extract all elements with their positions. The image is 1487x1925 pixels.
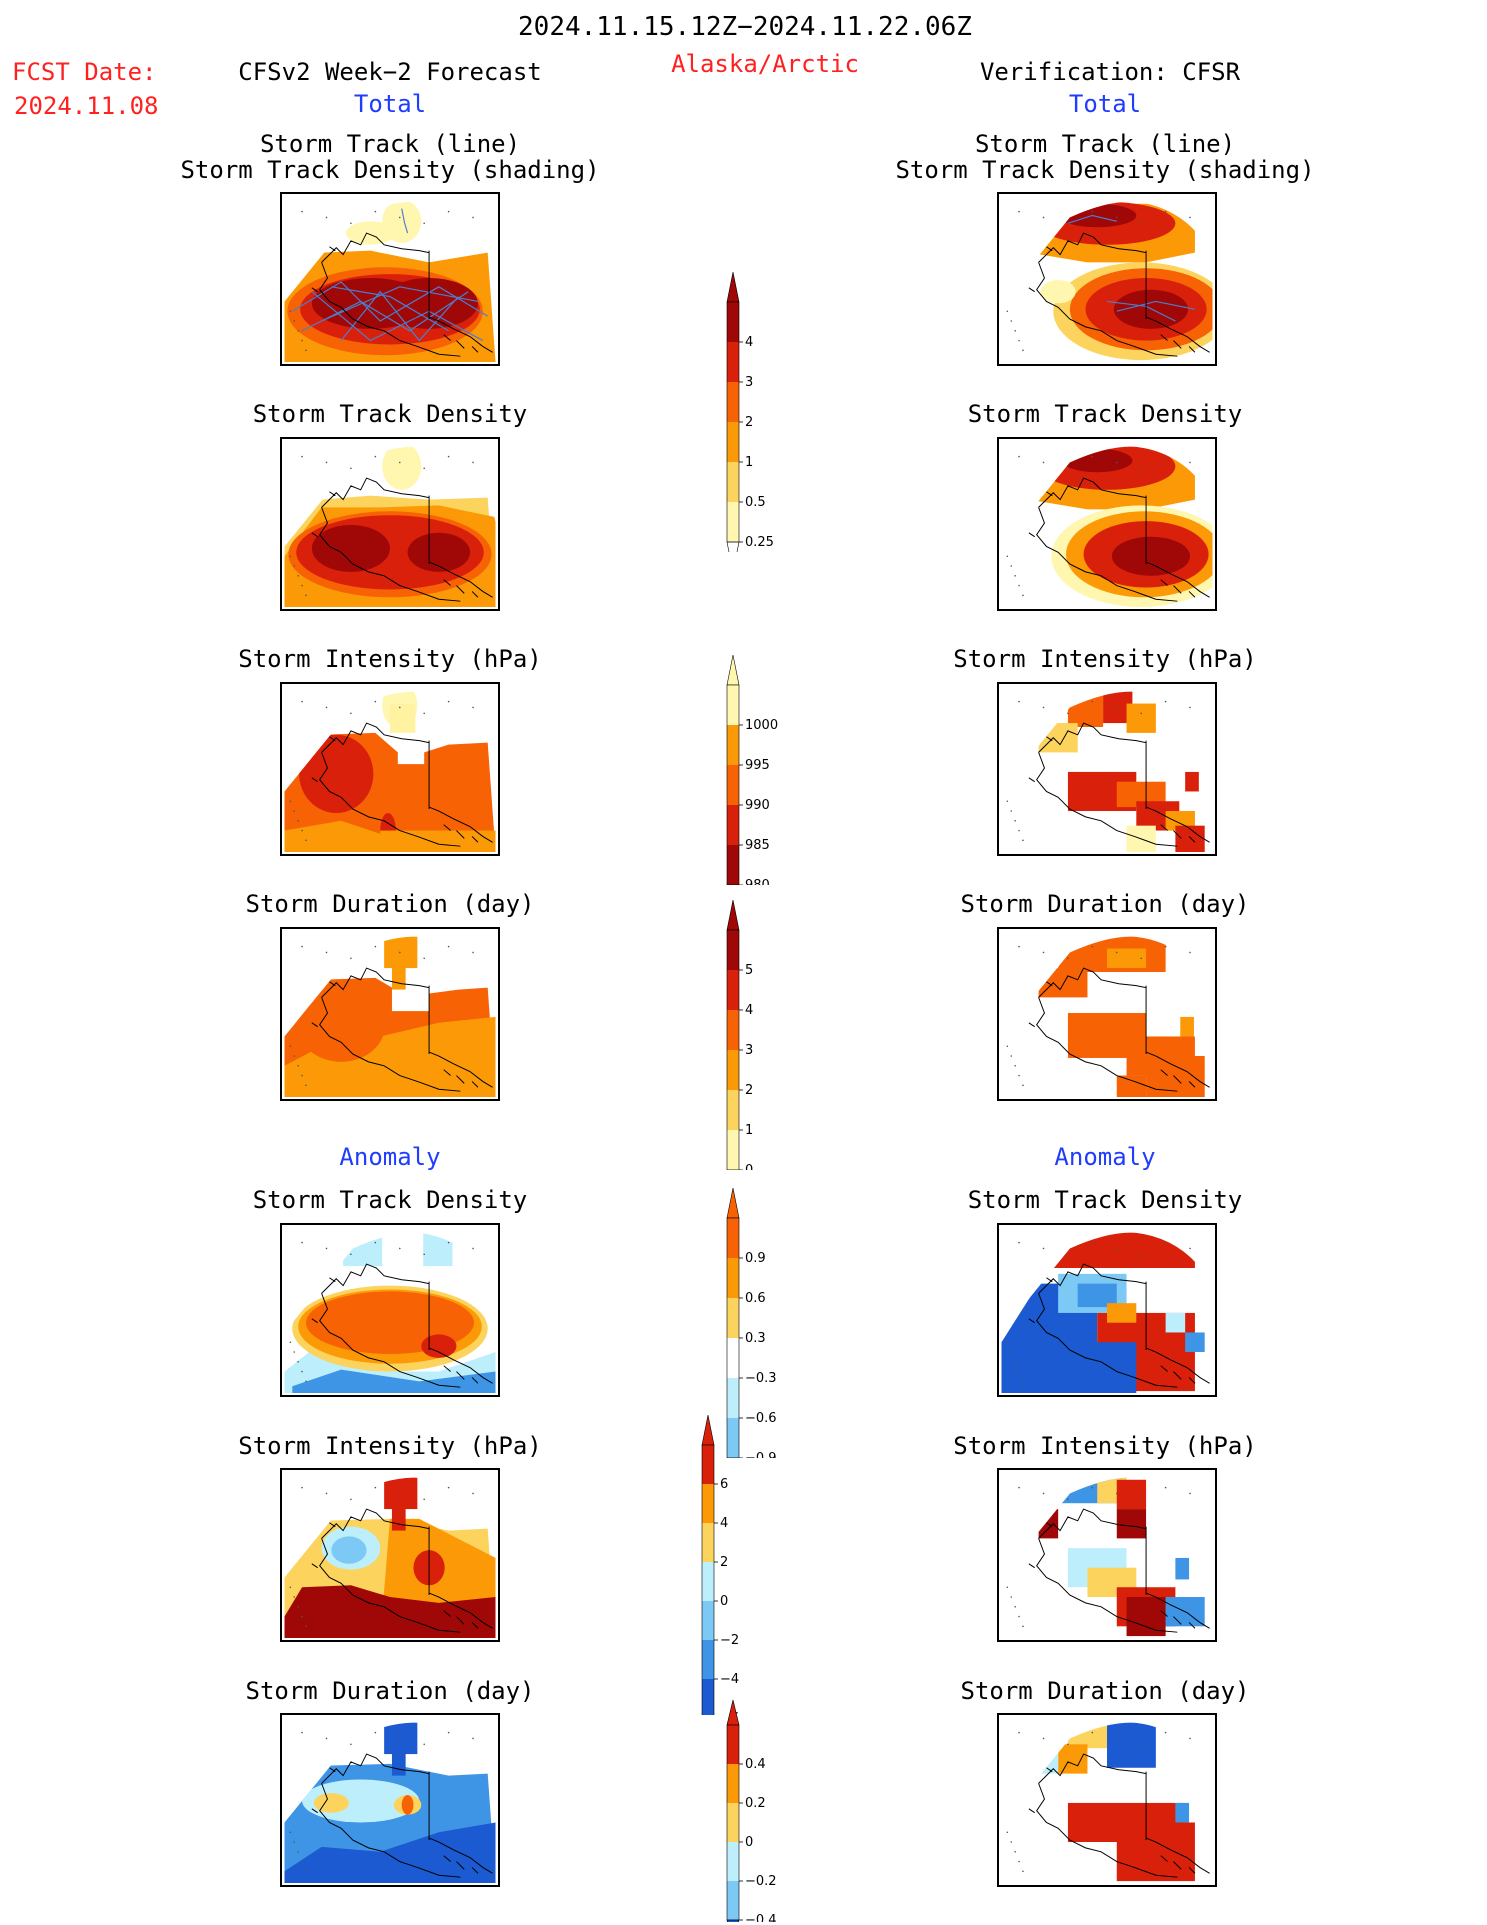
title-track-line-right: Storm Track (line) bbox=[974, 130, 1236, 158]
map-duration-total-forecast bbox=[280, 927, 500, 1101]
map-duration-anomaly-forecast bbox=[280, 1713, 500, 1887]
title-anom-intensity-left: Storm Intensity (hPa) bbox=[238, 1432, 542, 1460]
title-anom-duration-right: Storm Duration (day) bbox=[960, 1677, 1250, 1705]
svg-text:5: 5 bbox=[745, 963, 753, 978]
svg-text:985: 985 bbox=[745, 838, 770, 853]
map-track-total-verification bbox=[997, 192, 1217, 366]
svg-text:−0.6: −0.6 bbox=[745, 1411, 777, 1426]
svg-text:−2: −2 bbox=[720, 1633, 739, 1648]
map-density-total-forecast bbox=[280, 437, 500, 611]
valid-period: 2024.11.15.12Z−2024.11.22.06Z bbox=[518, 12, 972, 42]
title-anom-density-left: Storm Track Density bbox=[252, 1186, 528, 1214]
map-track-total-forecast bbox=[280, 192, 500, 366]
title-duration-right: Storm Duration (day) bbox=[960, 890, 1250, 918]
svg-text:4: 4 bbox=[720, 1516, 728, 1531]
svg-text:−0.4: −0.4 bbox=[745, 1913, 777, 1922]
title-intensity-left: Storm Intensity (hPa) bbox=[238, 645, 542, 673]
colorbar-duration-anomaly: 0.4 0.2 0 −0.2 −0.4 bbox=[726, 1699, 777, 1922]
svg-text:0.9: 0.9 bbox=[745, 1251, 766, 1266]
title-intensity-right: Storm Intensity (hPa) bbox=[953, 645, 1257, 673]
svg-text:0.4: 0.4 bbox=[745, 1757, 766, 1772]
title-track-shading-right: Storm Track Density (shading) bbox=[895, 156, 1315, 184]
svg-text:0.6: 0.6 bbox=[745, 1291, 766, 1306]
title-track-shading-left: Storm Track Density (shading) bbox=[180, 156, 600, 184]
svg-text:995: 995 bbox=[745, 758, 770, 773]
svg-text:4: 4 bbox=[745, 335, 753, 350]
map-intensity-total-verification bbox=[997, 682, 1217, 856]
svg-text:990: 990 bbox=[745, 798, 770, 813]
fcst-date-value: 2024.11.08 bbox=[14, 92, 159, 120]
title-anom-intensity-right: Storm Intensity (hPa) bbox=[953, 1432, 1257, 1460]
section-total-right: Total bbox=[1068, 90, 1142, 118]
svg-text:0.5: 0.5 bbox=[745, 495, 766, 510]
forecast-title: CFSv2 Week−2 Forecast bbox=[238, 58, 542, 86]
section-total-left: Total bbox=[353, 90, 427, 118]
colorbar-density-total: 4 3 2 1 0.5 0.25 bbox=[726, 271, 774, 552]
svg-text:0.2: 0.2 bbox=[745, 1796, 766, 1811]
title-anom-duration-left: Storm Duration (day) bbox=[245, 1677, 535, 1705]
title-track-line-left: Storm Track (line) bbox=[259, 130, 521, 158]
map-duration-total-verification bbox=[997, 927, 1217, 1101]
svg-text:3: 3 bbox=[745, 375, 753, 390]
verification-title: Verification: CFSR bbox=[979, 58, 1241, 86]
svg-text:−0.2: −0.2 bbox=[745, 1874, 777, 1889]
svg-text:2: 2 bbox=[745, 415, 753, 430]
svg-text:4: 4 bbox=[745, 1003, 753, 1018]
map-intensity-anomaly-forecast bbox=[280, 1468, 500, 1642]
svg-text:2: 2 bbox=[720, 1555, 728, 1570]
svg-text:6: 6 bbox=[720, 1477, 728, 1492]
svg-text:1000: 1000 bbox=[745, 718, 778, 733]
svg-text:0.25: 0.25 bbox=[745, 535, 774, 550]
title-density-left: Storm Track Density bbox=[252, 400, 528, 428]
svg-text:−0.3: −0.3 bbox=[745, 1371, 777, 1386]
svg-text:1: 1 bbox=[745, 455, 753, 470]
colorbar-density-anomaly: 0.9 0.6 0.3 −0.3 −0.6 −0.9 bbox=[726, 1187, 777, 1458]
map-duration-anomaly-verification bbox=[997, 1713, 1217, 1887]
map-intensity-total-forecast bbox=[280, 682, 500, 856]
svg-text:−0.9: −0.9 bbox=[745, 1451, 777, 1458]
section-anomaly-left: Anomaly bbox=[339, 1143, 441, 1171]
svg-text:980: 980 bbox=[745, 878, 770, 885]
map-density-anomaly-verification bbox=[997, 1223, 1217, 1397]
svg-text:−4: −4 bbox=[720, 1672, 739, 1687]
svg-text:0: 0 bbox=[720, 1594, 728, 1609]
fcst-date-label: FCST Date: bbox=[12, 58, 157, 86]
title-duration-left: Storm Duration (day) bbox=[245, 890, 535, 918]
svg-text:0: 0 bbox=[745, 1163, 753, 1170]
colorbar-duration-total: 5 4 3 2 1 0 bbox=[726, 899, 753, 1170]
svg-text:0.3: 0.3 bbox=[745, 1331, 766, 1346]
title-density-right: Storm Track Density bbox=[967, 400, 1243, 428]
title-anom-density-right: Storm Track Density bbox=[967, 1186, 1243, 1214]
svg-text:1: 1 bbox=[745, 1123, 753, 1138]
map-intensity-anomaly-verification bbox=[997, 1468, 1217, 1642]
map-density-total-verification bbox=[997, 437, 1217, 611]
region-label: Alaska/Arctic bbox=[671, 50, 859, 78]
svg-text:3: 3 bbox=[745, 1043, 753, 1058]
map-density-anomaly-forecast bbox=[280, 1223, 500, 1397]
svg-text:2: 2 bbox=[745, 1083, 753, 1098]
svg-text:0: 0 bbox=[745, 1835, 753, 1850]
section-anomaly-right: Anomaly bbox=[1054, 1143, 1156, 1171]
colorbar-intensity-total: 1000 995 990 985 980 bbox=[726, 654, 778, 885]
